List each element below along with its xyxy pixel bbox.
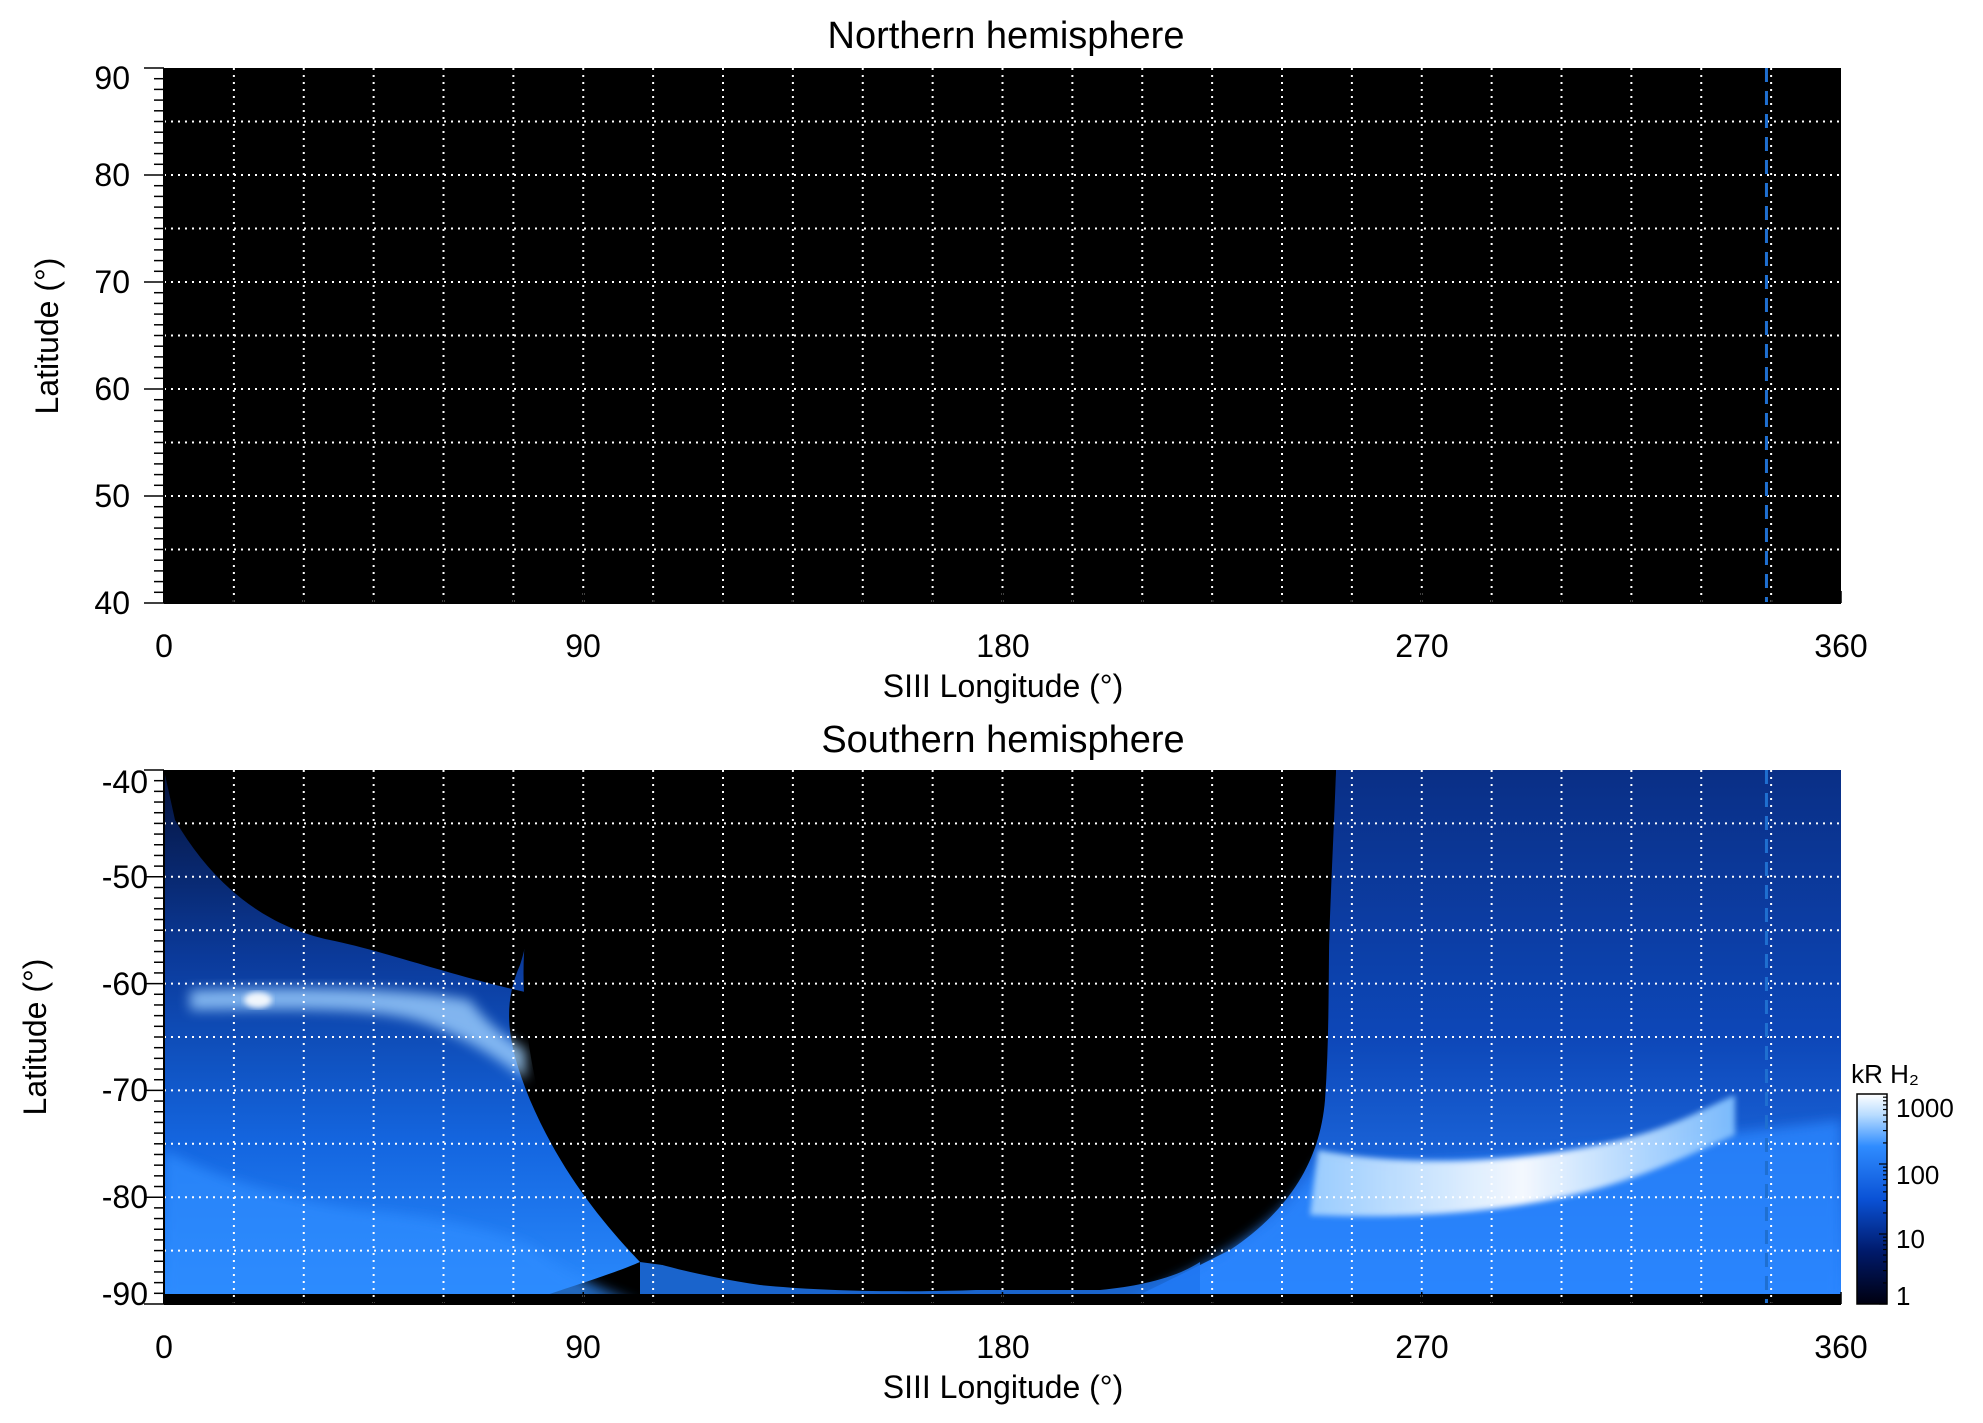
north-y-label: Latitude (°) <box>29 258 65 415</box>
north-y-tick-70: 70 <box>94 264 130 300</box>
south-unobserved-cap <box>523 770 1336 1292</box>
colorbar-tick-10: 10 <box>1896 1224 1925 1254</box>
north-y-tick-50: 50 <box>94 478 130 514</box>
colorbar-tick-1: 1 <box>1896 1281 1910 1311</box>
south-y-tick-neg70: -70 <box>102 1072 148 1108</box>
south-x-tick-270: 270 <box>1395 1329 1448 1365</box>
north-x-label: SIII Longitude (°) <box>883 668 1123 704</box>
north-ticks <box>144 67 1842 604</box>
south-y-tick-neg40: -40 <box>102 764 148 800</box>
north-y-tick-80: 80 <box>94 157 130 193</box>
colorbar-tick-100: 100 <box>1896 1160 1939 1190</box>
south-emission-right-band <box>1310 1095 1735 1217</box>
north-x-tick-90: 90 <box>565 628 601 664</box>
south-panel: Southern hemisphere <box>17 719 1954 1405</box>
south-x-tick-0: 0 <box>155 1329 173 1365</box>
north-x-tick-180: 180 <box>976 628 1029 664</box>
south-emission-left-arc <box>190 988 526 1080</box>
north-y-tick-60: 60 <box>94 371 130 407</box>
south-y-tick-neg80: -80 <box>102 1179 148 1215</box>
south-x-tick-180: 180 <box>976 1329 1029 1365</box>
north-panel: Northern hemisphere 0 90 180 270 360 40 … <box>29 15 1868 704</box>
south-grid <box>164 770 1841 1304</box>
south-y-tick-neg60: -60 <box>102 966 148 1002</box>
north-y-tick-40: 40 <box>94 585 130 621</box>
south-ticks <box>144 769 1842 1305</box>
south-x-tick-360: 360 <box>1814 1329 1867 1365</box>
colorbar-gradient <box>1856 1093 1888 1305</box>
south-y-tick-neg90: -90 <box>102 1276 148 1312</box>
north-x-tick-0: 0 <box>155 628 173 664</box>
colorbar-tick-1000: 1000 <box>1896 1093 1954 1123</box>
south-emission-map <box>164 770 1841 1304</box>
colorbar-label: kR H₂ <box>1851 1059 1919 1089</box>
south-x-label: SIII Longitude (°) <box>883 1369 1123 1405</box>
north-grid <box>164 68 1841 603</box>
south-emission-left-lower <box>164 1150 640 1304</box>
south-y-tick-neg50: -50 <box>102 859 148 895</box>
south-y-label: Latitude (°) <box>17 959 53 1116</box>
colorbar-ticks <box>1879 1096 1887 1305</box>
north-x-tick-360: 360 <box>1814 628 1867 664</box>
colorbar: kR H₂ 1000 100 10 1 <box>1851 1059 1954 1311</box>
north-y-tick-90: 90 <box>94 60 130 96</box>
south-x-tick-90: 90 <box>565 1329 601 1365</box>
south-emission-hotspot <box>244 992 272 1008</box>
south-emission-polar-sliver <box>640 1262 1200 1304</box>
north-title: Northern hemisphere <box>828 15 1185 57</box>
north-x-tick-270: 270 <box>1395 628 1448 664</box>
south-title: Southern hemisphere <box>821 719 1184 761</box>
